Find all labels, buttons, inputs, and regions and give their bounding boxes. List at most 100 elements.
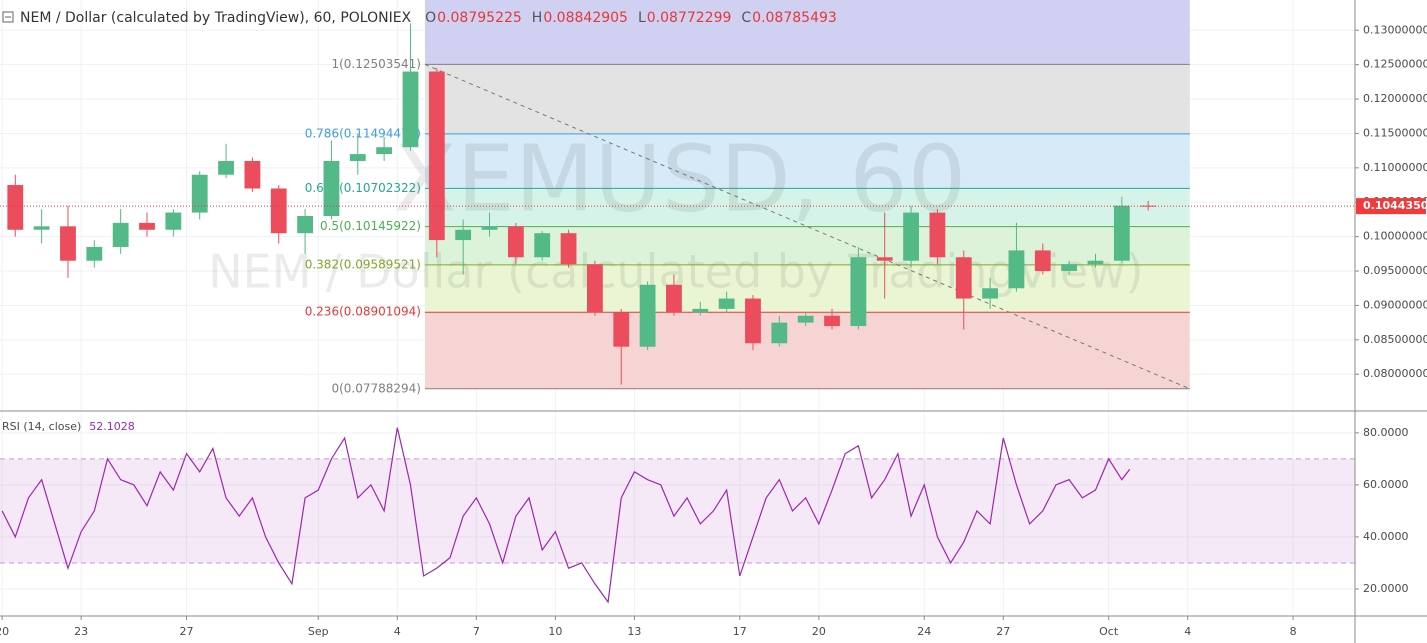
candle-body <box>139 222 155 230</box>
x-tick-label: 8 <box>1290 625 1297 638</box>
candle-body <box>613 312 630 347</box>
x-tick-label: 4 <box>394 625 401 638</box>
candle-body <box>876 257 893 261</box>
y-tick-label: 40.0000 <box>1363 530 1409 543</box>
candle-body <box>481 226 498 230</box>
rsi-title: RSI (14, close) <box>2 420 81 433</box>
candle-body <box>86 246 103 261</box>
y-tick-label: 0.12000000 <box>1363 92 1427 105</box>
candle-body <box>428 71 445 241</box>
x-tick-label: 17 <box>733 625 747 638</box>
candle-body <box>60 226 76 261</box>
candle-body <box>297 216 313 234</box>
fib-extension-band <box>424 0 1190 65</box>
x-tick-label: 27 <box>996 625 1010 638</box>
candle-body <box>1034 250 1051 272</box>
rsi-value: 52.1028 <box>89 420 135 433</box>
x-tick-label: 20 <box>812 625 826 638</box>
candle-body <box>666 284 682 313</box>
fib-label: 0.236(0.08901094) <box>305 305 421 319</box>
candle-body <box>534 233 551 258</box>
fib-band <box>424 133 1190 189</box>
chart-title: NEM / Dollar (calculated by TradingView)… <box>20 10 412 26</box>
candle-body <box>771 322 788 344</box>
candle-body <box>1113 205 1130 261</box>
candle-body <box>850 257 867 327</box>
fib-band <box>424 64 1190 134</box>
candle-body <box>903 212 919 261</box>
candle-body <box>270 188 287 234</box>
y-tick-label: 0.09000000 <box>1363 298 1427 311</box>
ohlc-label: C <box>741 10 751 26</box>
x-tick-label: 7 <box>473 625 480 638</box>
candle-body <box>797 315 814 323</box>
fib-label: 0.786(0.11494478) <box>305 126 421 140</box>
x-tick-label: Sep <box>308 625 329 638</box>
x-tick-label: 23 <box>74 625 88 638</box>
fib-band <box>424 312 1190 389</box>
fib-band <box>424 188 1190 227</box>
x-tick-label: 27 <box>180 625 194 638</box>
candle-body <box>692 308 709 313</box>
x-tick-label: 10 <box>548 625 562 638</box>
x-tick-label: Oct <box>1099 625 1119 638</box>
x-tick-label: 13 <box>627 625 641 638</box>
candle-body <box>1008 250 1025 289</box>
candle-body <box>376 147 393 155</box>
y-tick-label: 0.11500000 <box>1363 126 1427 139</box>
fib-band <box>424 226 1190 265</box>
candle-body <box>560 233 577 265</box>
fib-band <box>424 264 1190 313</box>
candle-body <box>718 298 735 309</box>
y-tick-label: 0.10000000 <box>1363 230 1427 243</box>
candle-body <box>165 212 182 230</box>
candle-body <box>402 71 419 148</box>
y-tick-label: 0.12500000 <box>1363 58 1427 71</box>
fib-trend-line <box>424 63 1191 390</box>
candle-body <box>218 160 234 175</box>
y-tick-label: 0.08500000 <box>1363 333 1427 346</box>
fib-label: 0.382(0.09589521) <box>305 257 421 271</box>
candle-body <box>33 226 50 230</box>
ohlc-value: 0.08795225 <box>437 10 522 26</box>
candle-body <box>349 154 366 161</box>
fib-label: 1(0.12503541) <box>331 57 421 71</box>
candle-body <box>7 185 24 230</box>
candle-body <box>323 160 340 217</box>
candle-body <box>824 315 840 327</box>
ohlc-label: L <box>638 10 646 26</box>
candle-body <box>1061 264 1078 272</box>
fib-label: 0.5(0.10145922) <box>320 219 421 233</box>
y-tick-label: 60.0000 <box>1363 478 1409 491</box>
candle-body <box>507 226 524 258</box>
candle-body <box>982 288 999 299</box>
x-tick-label: 24 <box>917 625 931 638</box>
y-tick-label: 0.09500000 <box>1363 264 1427 277</box>
candle-body <box>745 298 761 344</box>
collapse-icon[interactable] <box>2 11 14 23</box>
candle-body <box>244 160 261 189</box>
ohlc-value: 0.08842905 <box>543 10 628 26</box>
candle-body <box>1087 260 1104 265</box>
ohlc-value: 0.08772299 <box>647 10 732 26</box>
fib-label: 0.618(0.10702322) <box>305 181 421 195</box>
y-tick-label: 20.0000 <box>1363 582 1409 595</box>
candle-body <box>586 264 603 313</box>
candle-body <box>455 229 472 241</box>
candle-body <box>1140 205 1157 207</box>
candle-body <box>639 284 656 347</box>
last-price-label: 0.10443506 <box>1363 199 1427 212</box>
y-tick-label: 0.08000000 <box>1363 367 1427 380</box>
ohlc-label: O <box>425 10 436 26</box>
last-price-box <box>1356 198 1426 215</box>
y-tick-label: 0.11000000 <box>1363 161 1427 174</box>
candle-body <box>955 257 972 299</box>
candle-body <box>929 212 946 258</box>
x-tick-label: 4 <box>1184 625 1191 638</box>
rsi-line <box>1 427 1131 604</box>
ohlc-label: H <box>532 10 543 26</box>
y-tick-label: 0.13000000 <box>1363 23 1427 36</box>
